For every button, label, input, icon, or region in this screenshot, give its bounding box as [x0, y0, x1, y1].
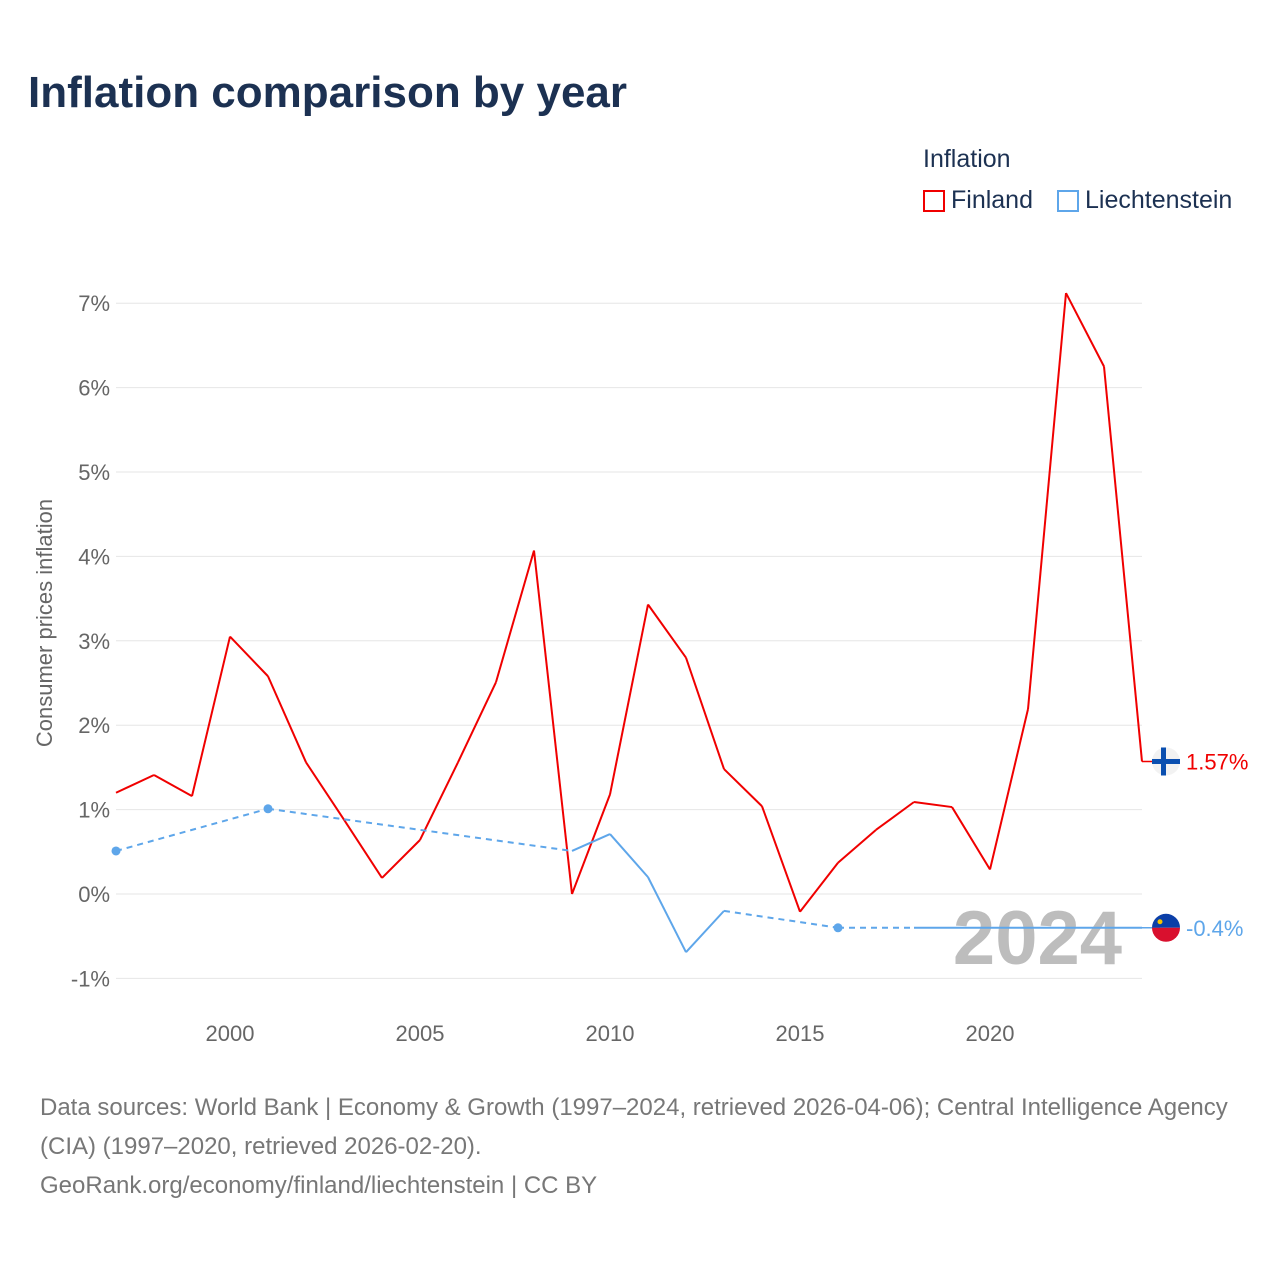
x-tick-label: 2005 [396, 1021, 445, 1046]
footer: Data sources: World Bank | Economy & Gro… [40, 1088, 1250, 1205]
y-tick-label: 2% [78, 713, 110, 738]
gap-segment-liechtenstein [115, 807, 269, 852]
line-segment-finland [1027, 292, 1067, 710]
line-segment-finland [495, 550, 535, 683]
data-point-liechtenstein [111, 846, 121, 856]
liechtenstein-flag-icon [1157, 919, 1163, 925]
x-tick-label: 2015 [776, 1021, 825, 1046]
x-tick-label: 2020 [966, 1021, 1015, 1046]
line-segment-finland [989, 708, 1029, 870]
legend-label-finland: Finland [951, 186, 1033, 214]
end-value-label-liechtenstein: -0.4% [1186, 916, 1243, 941]
line-segment-finland [153, 774, 193, 797]
line-segment-liechtenstein [647, 876, 687, 953]
legend-item-liechtenstein[interactable]: Liechtenstein [1057, 186, 1232, 215]
x-tick-label: 2000 [206, 1021, 255, 1046]
x-tick-label: 2010 [586, 1021, 635, 1046]
y-axis-label: Consumer prices inflation [32, 499, 57, 747]
y-tick-label: 5% [78, 460, 110, 485]
line-segment-finland [115, 774, 155, 794]
line-segment-finland [647, 603, 687, 659]
data-point-liechtenstein [833, 923, 843, 933]
end-value-label-finland: 1.57% [1186, 749, 1248, 774]
line-segment-finland [533, 550, 573, 895]
line-segment-liechtenstein [571, 833, 611, 852]
line-segment-finland [229, 635, 269, 677]
y-tick-label: 4% [78, 544, 110, 569]
liechtenstein-flag-icon [1152, 913, 1181, 928]
line-segment-finland [951, 806, 991, 871]
line-segment-finland [1103, 366, 1143, 762]
year-watermark: 2024 [953, 896, 1122, 981]
line-segment-finland [913, 801, 953, 809]
line-segment-finland [875, 801, 915, 831]
line-segment-liechtenstein [685, 910, 725, 953]
gap-segment-liechtenstein [267, 807, 573, 852]
y-tick-label: 0% [78, 882, 110, 907]
line-segment-finland [571, 794, 611, 895]
line-segment-finland [685, 657, 725, 770]
line-segment-finland [1065, 292, 1105, 367]
line-segment-finland [837, 829, 877, 864]
finland-flag-icon [1161, 747, 1166, 776]
legend-label-liechtenstein: Liechtenstein [1085, 186, 1233, 214]
legend-item-finland[interactable]: Finland [923, 186, 1033, 215]
line-segment-finland [305, 761, 345, 821]
y-tick-label: 7% [78, 291, 110, 316]
y-tick-label: 6% [78, 376, 110, 401]
data-sources: Data sources: World Bank | Economy & Gro… [40, 1094, 1228, 1160]
line-segment-finland [267, 675, 307, 763]
line-segment-finland [191, 636, 231, 797]
line-segment-finland [609, 604, 649, 795]
line-segment-finland [761, 805, 801, 913]
y-tick-label: 3% [78, 629, 110, 654]
line-segment-finland [723, 768, 763, 807]
line-segment-finland [799, 862, 839, 913]
data-point-liechtenstein [263, 804, 273, 814]
y-tick-label: -1% [71, 966, 110, 991]
line-segment-finland [343, 819, 383, 879]
line-segment-finland [419, 761, 459, 841]
liechtenstein-flag-icon [1152, 927, 1181, 942]
legend-swatch-liechtenstein [1057, 189, 1079, 212]
source-link[interactable]: GeoRank.org/economy/finland/liechtenstei… [40, 1172, 598, 1199]
page-title: Inflation comparison by year [28, 68, 628, 117]
gap-segment-liechtenstein [723, 909, 839, 929]
line-segment-finland [457, 681, 497, 763]
y-tick-label: 1% [78, 798, 110, 823]
legend-swatch-finland [923, 189, 945, 212]
line-segment-liechtenstein [609, 833, 649, 878]
line-segment-finland [381, 839, 421, 879]
legend-title: Inflation [923, 145, 1011, 173]
